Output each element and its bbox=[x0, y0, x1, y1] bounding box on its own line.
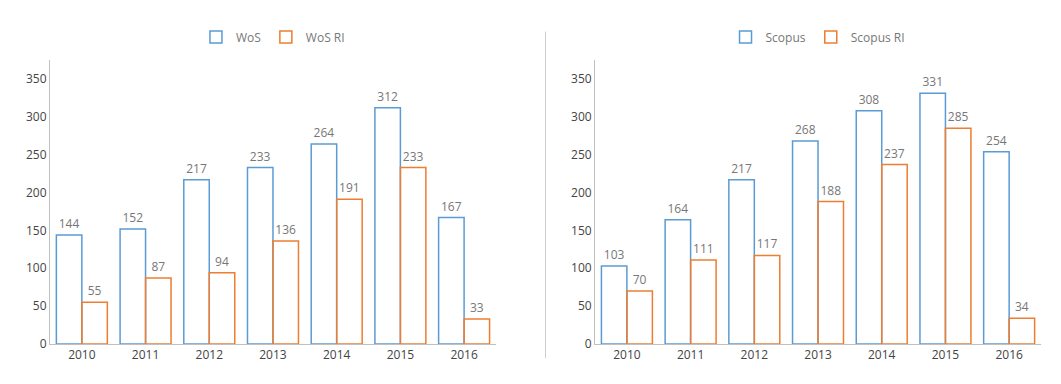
svg-text:2015: 2015 bbox=[932, 346, 960, 363]
svg-text:250: 250 bbox=[26, 146, 47, 163]
svg-text:300: 300 bbox=[571, 108, 592, 125]
svg-text:WoS RI: WoS RI bbox=[306, 29, 345, 46]
svg-text:111: 111 bbox=[693, 240, 714, 257]
svg-text:200: 200 bbox=[571, 184, 592, 201]
svg-text:50: 50 bbox=[33, 297, 47, 314]
svg-text:2016: 2016 bbox=[995, 346, 1023, 363]
svg-text:70: 70 bbox=[633, 271, 647, 288]
svg-text:87: 87 bbox=[151, 258, 165, 275]
svg-text:268: 268 bbox=[795, 121, 816, 138]
svg-text:Scopus: Scopus bbox=[766, 29, 806, 46]
svg-text:2015: 2015 bbox=[387, 346, 415, 363]
svg-text:103: 103 bbox=[604, 246, 625, 263]
svg-text:2013: 2013 bbox=[804, 346, 832, 363]
svg-text:217: 217 bbox=[731, 160, 752, 177]
svg-text:34: 34 bbox=[1015, 298, 1029, 315]
svg-text:237: 237 bbox=[884, 145, 905, 162]
svg-text:2010: 2010 bbox=[68, 346, 96, 363]
svg-text:150: 150 bbox=[571, 222, 592, 239]
svg-text:2012: 2012 bbox=[196, 346, 224, 363]
svg-text:152: 152 bbox=[122, 209, 143, 226]
svg-text:2014: 2014 bbox=[868, 346, 896, 363]
svg-text:WoS: WoS bbox=[236, 29, 261, 46]
svg-text:2011: 2011 bbox=[677, 346, 704, 363]
svg-text:200: 200 bbox=[26, 184, 47, 201]
svg-text:217: 217 bbox=[186, 160, 207, 177]
svg-text:264: 264 bbox=[314, 124, 335, 141]
svg-text:117: 117 bbox=[757, 235, 778, 252]
svg-text:33: 33 bbox=[470, 299, 484, 316]
svg-text:100: 100 bbox=[26, 259, 47, 276]
svg-text:2016: 2016 bbox=[450, 346, 478, 363]
svg-text:233: 233 bbox=[403, 148, 424, 165]
svg-text:136: 136 bbox=[275, 221, 296, 238]
svg-text:188: 188 bbox=[820, 182, 841, 199]
svg-text:144: 144 bbox=[59, 215, 80, 232]
svg-text:2010: 2010 bbox=[613, 346, 641, 363]
svg-text:2013: 2013 bbox=[259, 346, 287, 363]
svg-text:50: 50 bbox=[578, 297, 592, 314]
svg-text:285: 285 bbox=[948, 108, 969, 125]
svg-text:191: 191 bbox=[339, 179, 360, 196]
svg-text:164: 164 bbox=[668, 200, 689, 217]
svg-text:250: 250 bbox=[571, 146, 592, 163]
svg-text:55: 55 bbox=[88, 282, 102, 299]
svg-text:94: 94 bbox=[215, 253, 229, 270]
svg-text:2014: 2014 bbox=[323, 346, 351, 363]
svg-text:167: 167 bbox=[441, 198, 462, 215]
svg-text:0: 0 bbox=[585, 335, 592, 352]
svg-text:300: 300 bbox=[26, 108, 47, 125]
svg-text:331: 331 bbox=[922, 73, 943, 90]
svg-text:100: 100 bbox=[571, 259, 592, 276]
svg-text:350: 350 bbox=[571, 70, 592, 87]
svg-text:308: 308 bbox=[859, 91, 880, 108]
svg-text:150: 150 bbox=[26, 222, 47, 239]
svg-text:312: 312 bbox=[377, 88, 398, 105]
svg-text:Scopus RI: Scopus RI bbox=[851, 29, 905, 46]
svg-text:2011: 2011 bbox=[132, 346, 159, 363]
svg-text:2012: 2012 bbox=[741, 346, 769, 363]
svg-text:254: 254 bbox=[986, 132, 1007, 149]
svg-text:0: 0 bbox=[40, 335, 47, 352]
svg-text:233: 233 bbox=[250, 148, 271, 165]
svg-text:350: 350 bbox=[26, 70, 47, 87]
